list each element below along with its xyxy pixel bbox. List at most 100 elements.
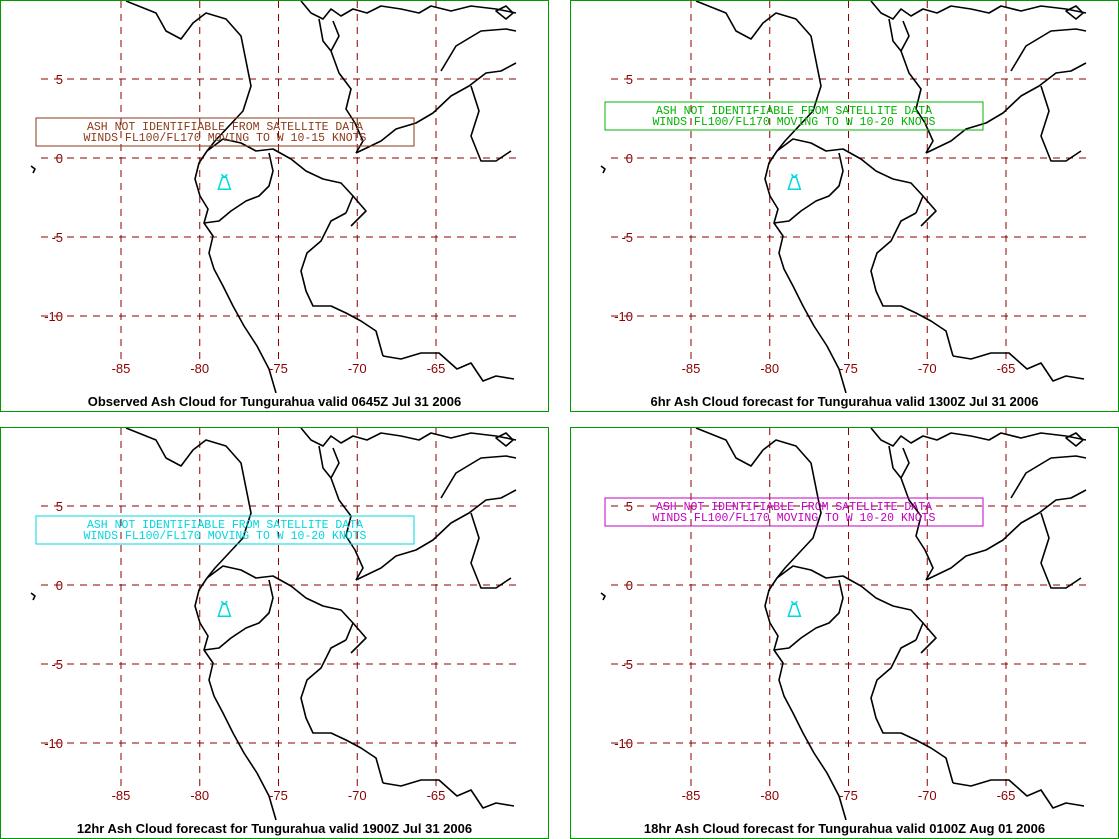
coastline xyxy=(773,579,844,651)
coastline xyxy=(355,62,517,154)
map-canvas: -85 -80 -75 -70 -65 5 0 -5 -10 ASH NOT IDENTIFIAB… xyxy=(600,1,1091,393)
coastline xyxy=(350,195,367,227)
coastline xyxy=(870,428,1087,447)
coastline xyxy=(1010,28,1087,72)
coastline xyxy=(206,138,354,214)
coastline xyxy=(470,512,512,589)
longitude-label: -75 xyxy=(269,788,288,803)
longitude-label: -80 xyxy=(190,788,209,803)
longitude-label: -70 xyxy=(918,361,937,376)
map-canvas: -85 -80 -75 -70 -65 5 0 -5 -10 ASH NOT IDENTIFIAB… xyxy=(30,1,521,393)
coastline xyxy=(870,212,954,357)
coastline xyxy=(330,50,364,154)
coastline xyxy=(203,152,274,224)
latitude-label: 0 xyxy=(56,578,63,593)
coastline xyxy=(773,152,844,224)
longitude-label: -85 xyxy=(682,361,701,376)
coastline xyxy=(355,489,517,581)
coastline xyxy=(350,622,367,654)
coastline xyxy=(318,445,340,479)
map-canvas: -85 -80 -75 -70 -65 5 0 -5 -10 ASH NOT IDENTIFIAB… xyxy=(600,428,1091,820)
coastline xyxy=(695,1,847,393)
longitude-label: -65 xyxy=(997,788,1016,803)
coastline xyxy=(900,477,934,581)
coastline xyxy=(888,445,910,479)
longitude-label: -70 xyxy=(348,361,367,376)
latitude-label: -10 xyxy=(44,309,63,324)
advisory-line: ASH NOT IDENTIFIABLE FROM SATELLITE DATA xyxy=(87,121,363,134)
advisory-box: ASH NOT IDENTIFIABLE FROM SATELLITE DATA… xyxy=(604,497,984,527)
volcano-icon xyxy=(217,173,232,190)
longitude-label: -85 xyxy=(682,788,701,803)
coastline xyxy=(382,779,515,809)
coastline xyxy=(382,352,515,382)
advisory-line: ASH NOT IDENTIFIABLE FROM SATELLITE DATA xyxy=(656,501,932,514)
panel-caption: Observed Ash Cloud for Tungurahua valid … xyxy=(87,394,462,409)
coastline xyxy=(440,455,517,499)
coastline xyxy=(30,165,36,174)
latitude-label: 0 xyxy=(626,151,633,166)
longitude-label: -65 xyxy=(427,361,446,376)
longitude-label: -75 xyxy=(269,361,288,376)
coastline xyxy=(1010,455,1087,499)
map-panel-observed: -85 -80 -75 -70 -65 5 0 -5 -10 ASH NOT IDENTIFIAB… xyxy=(0,0,549,412)
coastline xyxy=(952,779,1085,809)
coastline xyxy=(776,138,924,214)
coastline xyxy=(125,1,277,393)
panel-caption: 18hr Ash Cloud forecast for Tungurahua v… xyxy=(643,821,1046,836)
advisory-line: WINDS FL100/FL170 MOVING TO W 10-20 KNOT… xyxy=(653,512,936,525)
coastline xyxy=(1040,85,1082,162)
coastline xyxy=(695,428,847,820)
advisory-line: ASH NOT IDENTIFIABLE FROM SATELLITE DATA xyxy=(656,105,932,118)
latitude-label: 5 xyxy=(56,72,63,87)
longitude-label: -65 xyxy=(997,361,1016,376)
coastline xyxy=(888,18,910,52)
coastline xyxy=(870,639,954,784)
coastline xyxy=(300,1,517,20)
advisory-box: ASH NOT IDENTIFIABLE FROM SATELLITE DATA… xyxy=(35,515,415,545)
coastline xyxy=(495,5,514,20)
latitude-label: 5 xyxy=(626,499,633,514)
longitude-label: -80 xyxy=(760,361,779,376)
volcano-icon xyxy=(217,600,232,617)
advisory-box: ASH NOT IDENTIFIABLE FROM SATELLITE DATA… xyxy=(35,117,415,147)
longitude-label: -70 xyxy=(918,788,937,803)
latitude-label: -5 xyxy=(621,230,633,245)
coastline xyxy=(900,50,934,154)
coastline xyxy=(206,565,354,641)
coastline xyxy=(1040,512,1082,589)
coastline xyxy=(318,18,340,52)
latitude-label: -10 xyxy=(44,736,63,751)
latitude-label: -5 xyxy=(51,657,63,672)
coastline xyxy=(776,565,924,641)
panel-caption: 12hr Ash Cloud forecast for Tungurahua v… xyxy=(76,821,473,836)
coastline xyxy=(1065,5,1084,20)
panel-caption: 6hr Ash Cloud forecast for Tungurahua va… xyxy=(650,394,1039,409)
latitude-label: 0 xyxy=(56,151,63,166)
coastline xyxy=(920,195,937,227)
map-panel-18hr: -85 -80 -75 -70 -65 5 0 -5 -10 ASH NOT IDENTIFIAB… xyxy=(570,427,1119,839)
volcano-icon xyxy=(787,173,802,190)
advisory-line: ASH NOT IDENTIFIABLE FROM SATELLITE DATA xyxy=(87,519,363,532)
advisory-box: ASH NOT IDENTIFIABLE FROM SATELLITE DATA… xyxy=(604,101,984,131)
coastline xyxy=(300,639,384,784)
coastline xyxy=(203,579,274,651)
longitude-label: -85 xyxy=(112,788,131,803)
longitude-label: -85 xyxy=(112,361,131,376)
coastline xyxy=(925,62,1087,154)
coastline xyxy=(470,85,512,162)
coastline xyxy=(495,432,514,447)
latitude-label: -10 xyxy=(614,736,633,751)
advisory-line: WINDS FL100/FL170 MOVING TO W 10-15 KNOT… xyxy=(84,132,367,145)
coastline xyxy=(1065,432,1084,447)
coastline xyxy=(30,592,36,601)
coastline xyxy=(600,592,606,601)
latitude-label: -5 xyxy=(51,230,63,245)
longitude-label: -80 xyxy=(190,361,209,376)
advisory-line: WINDS FL100/FL170 MOVING TO W 10-20 KNOT… xyxy=(84,530,367,543)
latitude-label: 0 xyxy=(626,578,633,593)
coastline xyxy=(952,352,1085,382)
coastline xyxy=(440,28,517,72)
coastline xyxy=(600,165,606,174)
coastline xyxy=(300,428,517,447)
